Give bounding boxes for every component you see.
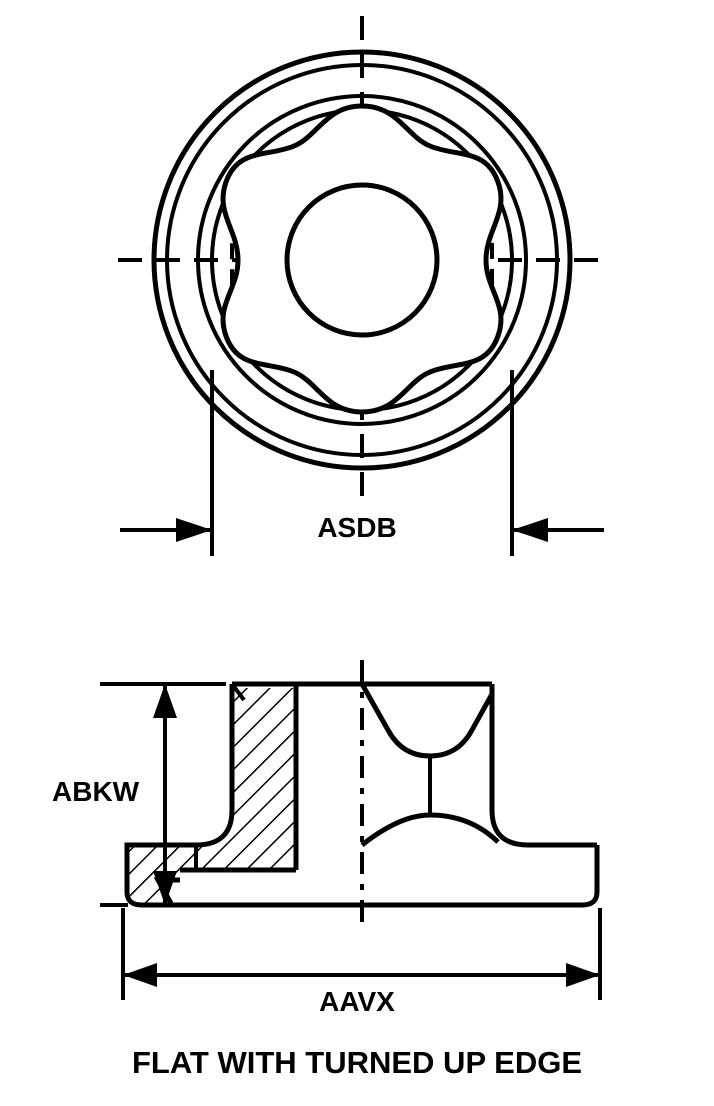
diagram-title: FLAT WITH TURNED UP EDGE <box>0 1045 714 1081</box>
label-asdb: ASDB <box>0 512 714 544</box>
label-aavx: AAVX <box>0 986 714 1018</box>
label-abkw: ABKW <box>52 776 139 808</box>
top-view-svg <box>0 0 714 590</box>
diagram-container: ASDB <box>0 0 714 1106</box>
side-view-svg <box>0 640 714 1000</box>
